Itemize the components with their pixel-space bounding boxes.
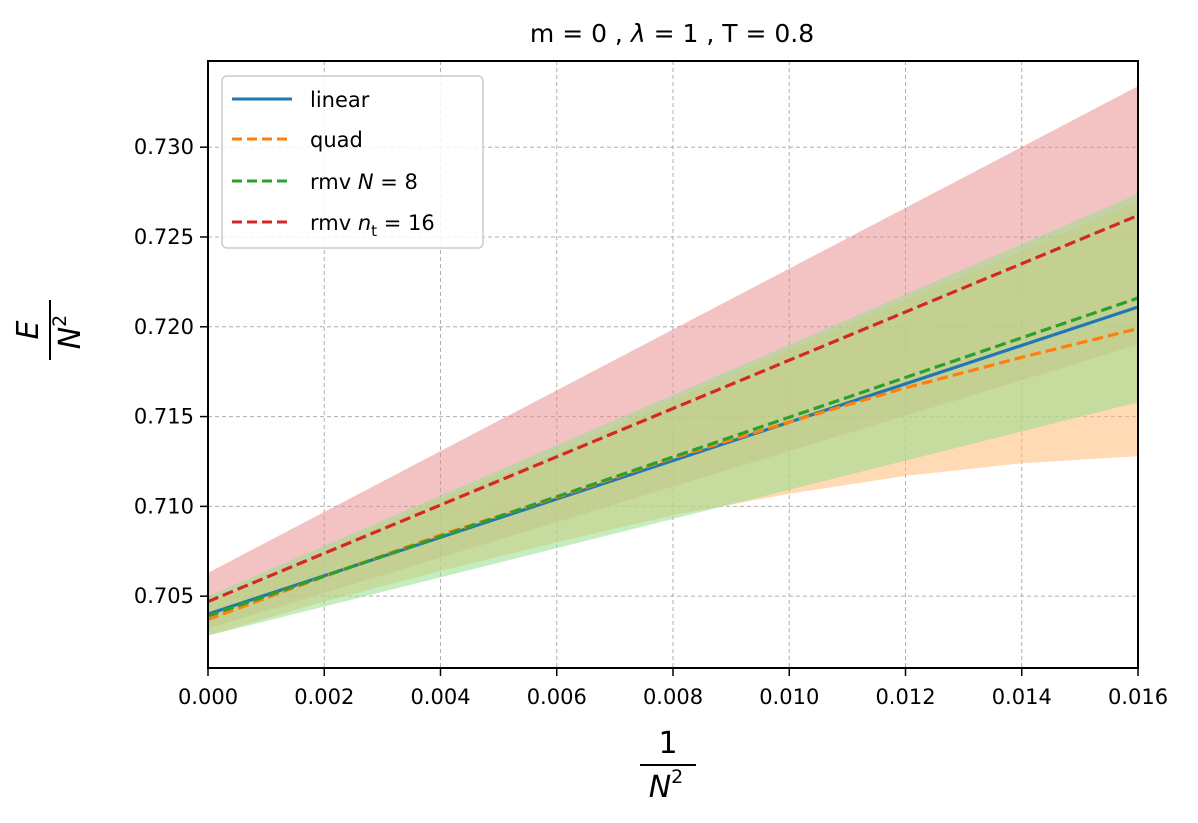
x-axis-label: 1 N2 bbox=[640, 726, 696, 805]
x-label-exponent: 2 bbox=[671, 766, 683, 788]
x-tick-label-5: 0.010 bbox=[759, 685, 819, 709]
line-rmv-n_t-=-16 bbox=[207, 213, 1139, 604]
band-rmv-n_t-=-16 bbox=[208, 86, 1138, 629]
x-tick-label-6: 0.012 bbox=[875, 685, 935, 709]
x-tick-label-7: 0.014 bbox=[992, 685, 1052, 709]
legend-box bbox=[221, 75, 484, 249]
chart-title: m = 0 , λ = 1 , T = 0.8 bbox=[530, 19, 814, 48]
x-tick-label-4: 0.008 bbox=[643, 685, 703, 709]
svg-text:N2: N2 bbox=[649, 766, 684, 805]
x-label-denominator: N bbox=[649, 770, 671, 805]
y-label-exponent: 2 bbox=[49, 315, 71, 327]
legend-label-rmv-n8: rmv N = 8 bbox=[310, 170, 418, 194]
legend: linear quad rmv N = 8 rmv nt = 16 bbox=[221, 75, 484, 249]
svg-text:m = 0 , λ = 1 , T = 0.8: m = 0 , λ = 1 , T = 0.8 bbox=[530, 19, 814, 48]
legend-label-rmv-nt16: rmv nt = 16 bbox=[310, 211, 435, 240]
title-part-b: = 1 , T = 0.8 bbox=[646, 19, 814, 48]
band-rmv-n-=-8 bbox=[208, 193, 1138, 636]
y-axis-label: E N2 bbox=[11, 300, 88, 360]
x-tick-label-8: 0.016 bbox=[1108, 685, 1168, 709]
y-tick-label-1: 0.710 bbox=[134, 494, 194, 518]
x-tick-label-1: 0.002 bbox=[294, 685, 354, 709]
title-part-a: m = 0 , bbox=[530, 19, 631, 48]
y-label-numerator: E bbox=[11, 320, 46, 339]
legend-label-linear: linear bbox=[310, 88, 370, 112]
y-tick-label-5: 0.730 bbox=[134, 135, 194, 159]
x-tick-label-0: 0.000 bbox=[178, 685, 238, 709]
title-lambda: λ bbox=[629, 19, 646, 48]
confidence-bands bbox=[208, 86, 1138, 636]
legend-label-quad: quad bbox=[310, 128, 363, 152]
y-tick-label-4: 0.725 bbox=[134, 225, 194, 249]
series-lines bbox=[207, 213, 1139, 622]
x-tick-label-3: 0.006 bbox=[527, 685, 587, 709]
y-tick-label-2: 0.715 bbox=[134, 405, 194, 429]
x-label-numerator: 1 bbox=[658, 726, 677, 761]
y-tick-label-0: 0.705 bbox=[134, 584, 194, 608]
line-rmv-n-=-8 bbox=[207, 296, 1139, 618]
x-tick-label-2: 0.004 bbox=[410, 685, 470, 709]
svg-text:N2: N2 bbox=[49, 315, 88, 350]
axes bbox=[200, 60, 1139, 676]
tick-labels: 0.000 0.002 0.004 0.006 0.008 0.010 0.012 0.014… bbox=[134, 135, 1168, 709]
y-label-denominator: N bbox=[53, 327, 88, 349]
y-tick-label-3: 0.720 bbox=[134, 315, 194, 339]
